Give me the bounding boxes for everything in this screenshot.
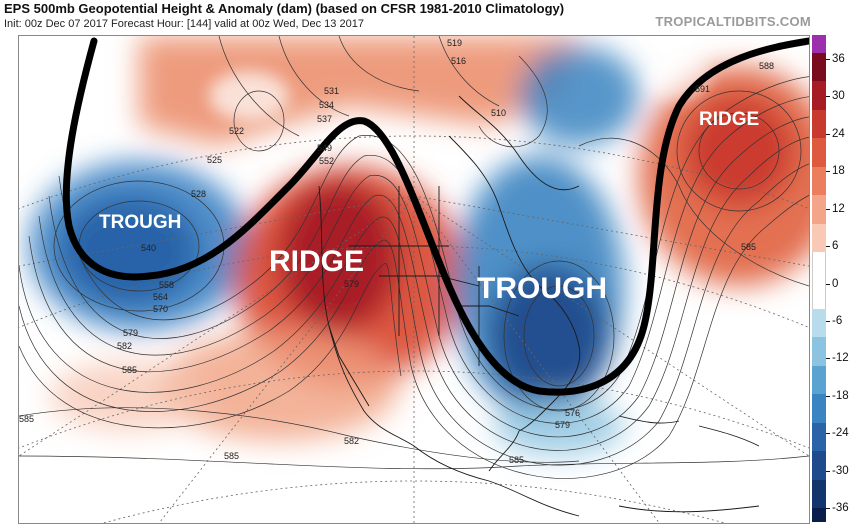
contour-label: 591 xyxy=(695,84,710,94)
colorbar-segment xyxy=(812,53,826,82)
chart-subtitle: Init: 00z Dec 07 2017 Forecast Hour: [14… xyxy=(4,18,364,30)
colorbar-segment xyxy=(812,394,826,424)
colorbar-tick-label: -36 xyxy=(826,502,849,514)
contour-label: 519 xyxy=(447,38,462,48)
colorbar-tick-label: 24 xyxy=(826,127,845,140)
contour-label: 528 xyxy=(191,189,206,199)
map-panel: 522 525 528 531 534 537 540 549 552 558 … xyxy=(18,35,810,524)
site-brand: TROPICALTIDBITS.COM xyxy=(655,14,811,29)
contour-label: 582 xyxy=(344,436,359,446)
colorbar-tick-label: -30 xyxy=(826,464,849,477)
ridge-west-label: RIDGE xyxy=(269,245,364,278)
colorbar xyxy=(812,35,826,522)
colorbar-segment xyxy=(812,308,826,338)
colorbar-tick-label: 6 xyxy=(825,240,839,253)
contour-label: 522 xyxy=(229,126,244,136)
coastlines xyxy=(318,95,760,517)
contour-label: 585 xyxy=(122,365,137,375)
colorbar-segment xyxy=(812,252,826,281)
contour-label: 531 xyxy=(324,86,339,96)
pattern-axis-line xyxy=(62,37,809,396)
colorbar-tick-label: 30 xyxy=(826,90,845,103)
contour-label: 564 xyxy=(153,292,168,302)
colorbar-segment xyxy=(812,35,826,53)
colorbar-segment xyxy=(812,138,826,168)
contour-label: 585 xyxy=(224,451,239,461)
colorbar-tick-label: 18 xyxy=(826,165,845,178)
anomaly-shading xyxy=(29,36,809,456)
contour-label: 525 xyxy=(207,155,222,165)
colorbar-segment xyxy=(812,109,826,139)
colorbar-tick-label: -12 xyxy=(826,352,849,365)
colorbar-tick-label: 0 xyxy=(825,277,839,290)
colorbar-segment xyxy=(812,508,826,522)
colorbar-segment xyxy=(812,81,826,111)
map-svg: 522 525 528 531 534 537 540 549 552 558 … xyxy=(19,36,809,523)
colorbar-tick-label: -24 xyxy=(826,427,849,440)
colorbar-tick-label: -6 xyxy=(825,314,843,327)
contour-labels: 522 525 528 531 534 537 540 549 552 558 … xyxy=(19,38,774,465)
contour-label: 537 xyxy=(317,114,332,124)
colorbar-segment xyxy=(812,166,826,196)
contour-label: 576 xyxy=(565,408,580,418)
colorbar-segment xyxy=(812,365,826,395)
contour-label: 585 xyxy=(741,242,756,252)
colorbar-tick-label: 12 xyxy=(826,202,845,215)
colorbar-segment xyxy=(812,479,826,509)
colorbar-segment xyxy=(812,280,826,310)
contour-label: 585 xyxy=(509,455,524,465)
contour-label: 588 xyxy=(759,61,774,71)
colorbar-segment xyxy=(812,223,826,253)
colorbar-tick-label: 36 xyxy=(826,53,845,65)
ridge-east-label: RIDGE xyxy=(699,109,759,130)
contour-label: 540 xyxy=(141,243,156,253)
contour-label: 534 xyxy=(319,100,334,110)
trough-west-label: TROUGH xyxy=(99,212,181,233)
colorbar-tick-label: -18 xyxy=(826,389,849,402)
contour-label: 558 xyxy=(159,280,174,290)
contour-label: 582 xyxy=(117,341,132,351)
chart-title: EPS 500mb Geopotential Height & Anomaly … xyxy=(4,1,565,16)
colorbar-segment xyxy=(812,337,826,367)
colorbar-segment xyxy=(812,195,826,225)
contour-label: 570 xyxy=(153,304,168,314)
contour-label: 579 xyxy=(344,279,359,289)
contour-label: 510 xyxy=(491,108,506,118)
contour-label: 579 xyxy=(555,420,570,430)
colorbar-segment xyxy=(812,451,826,481)
contour-label: 552 xyxy=(319,156,334,166)
contour-label: 585 xyxy=(19,414,34,424)
trough-east-label: TROUGH xyxy=(477,272,607,305)
contour-label: 579 xyxy=(123,328,138,338)
contour-label: 549 xyxy=(317,143,332,153)
contour-label: 516 xyxy=(451,56,466,66)
colorbar-segment xyxy=(812,422,826,452)
